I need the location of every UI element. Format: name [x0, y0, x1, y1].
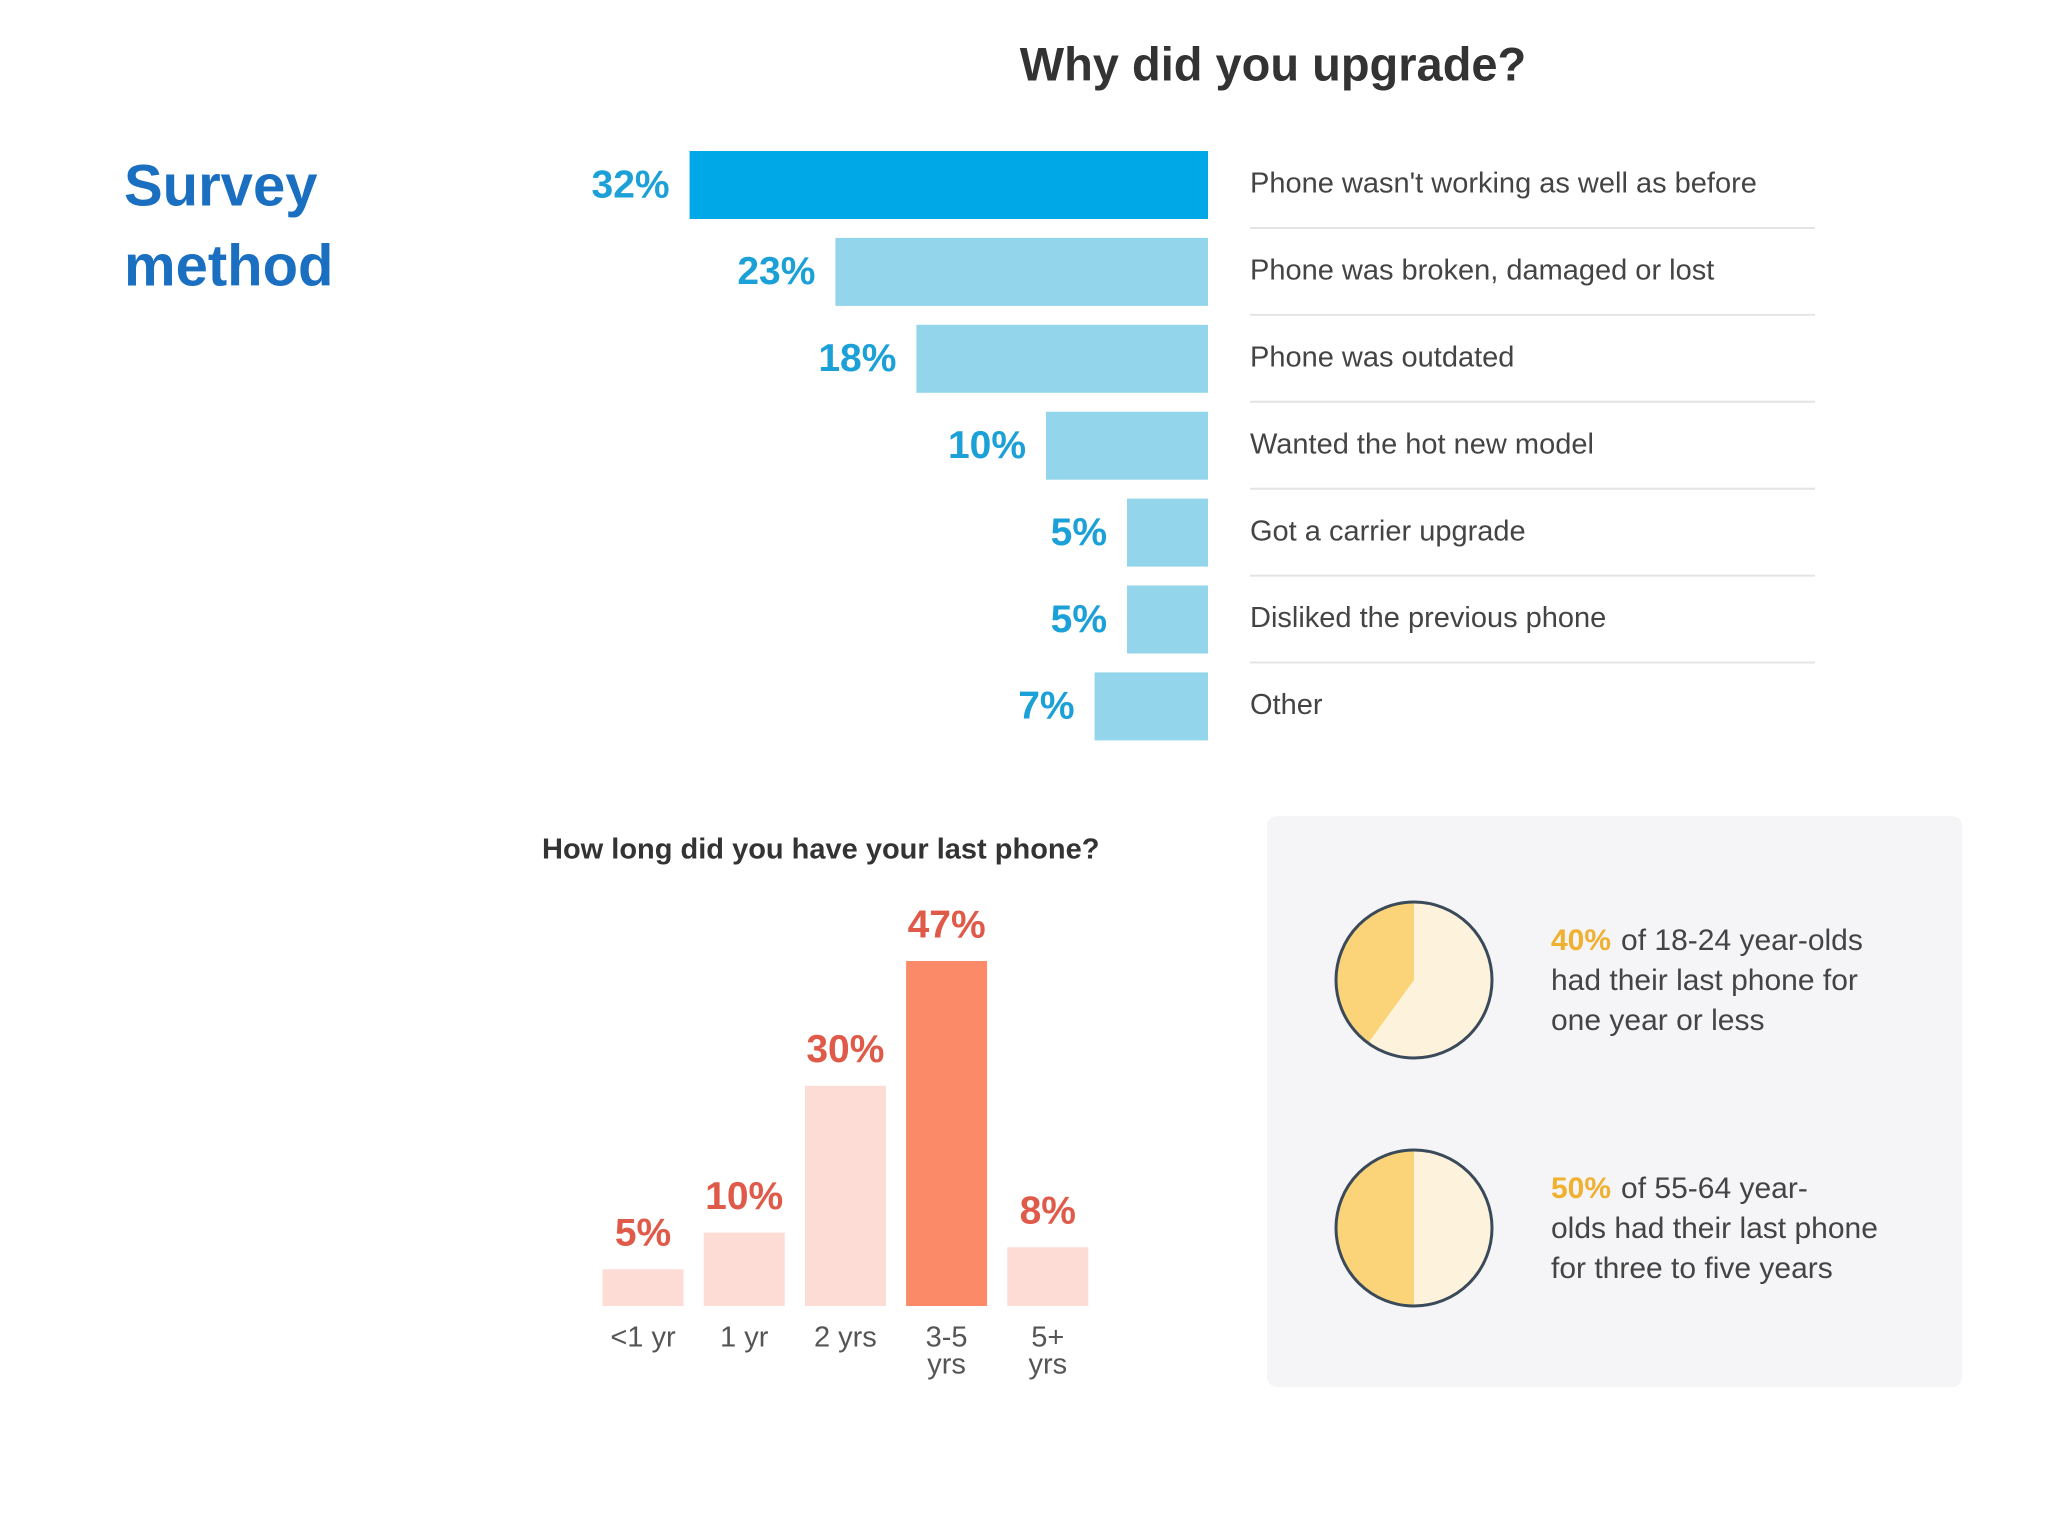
category-label: Phone was outdated	[1250, 341, 1514, 373]
pie-outline	[1334, 900, 1494, 1060]
category-label: Wanted the hot new model	[1250, 428, 1594, 460]
caption-line: one year or less	[1551, 1004, 1764, 1037]
value-label: 32%	[592, 163, 670, 206]
value-label: 23%	[737, 250, 815, 293]
caption-line: for three to five years	[1551, 1252, 1833, 1285]
x-tick-label: 3-5	[926, 1322, 968, 1354]
pie-caption: 40% of 18-24 year-olds	[1551, 924, 1863, 957]
category-label: Got a carrier upgrade	[1250, 515, 1526, 547]
x-tick-label: 1 yr	[720, 1322, 769, 1354]
slide-title: Survey	[124, 153, 317, 218]
x-tick-label: 2 yrs	[814, 1322, 877, 1354]
pie-slice	[1336, 1150, 1414, 1306]
bar	[1007, 1247, 1089, 1306]
value-label: 47%	[908, 903, 986, 946]
value-label: 10%	[948, 424, 1026, 467]
pie-value-label: 50%	[1551, 1172, 1611, 1205]
bar	[1127, 585, 1208, 654]
caption-line: had their last phone for	[1551, 964, 1858, 997]
value-label: 18%	[818, 337, 896, 380]
x-tick-label: yrs	[1028, 1349, 1067, 1381]
bar	[1046, 411, 1208, 480]
value-label: 5%	[1051, 598, 1107, 641]
pie-slice	[1336, 902, 1414, 1044]
bar	[916, 324, 1208, 393]
bar	[689, 151, 1208, 219]
value-label: 10%	[705, 1175, 783, 1218]
bar	[703, 1232, 785, 1306]
value-label: 5%	[1051, 511, 1107, 554]
x-tick-label: 5+	[1031, 1322, 1064, 1354]
category-label: Phone was broken, damaged or lost	[1250, 255, 1714, 287]
bar	[804, 1085, 886, 1306]
bar	[1094, 672, 1208, 741]
pie-caption: 50% of 55-64 year-	[1551, 1172, 1808, 1205]
value-label: 7%	[1018, 685, 1074, 728]
x-tick-label: <1 yr	[610, 1322, 676, 1354]
bar	[1127, 498, 1208, 567]
pie-outline	[1334, 1148, 1494, 1308]
stats-panel	[1267, 816, 1962, 1387]
chart-title: How long did you have your last phone?	[542, 834, 1099, 866]
chart-title: Why did you upgrade?	[1020, 37, 1527, 90]
bar	[835, 237, 1208, 306]
value-label: 30%	[806, 1028, 884, 1071]
x-tick-label: yrs	[927, 1349, 966, 1381]
value-label: 5%	[615, 1212, 671, 1255]
caption-line: of 18-24 year-olds	[1621, 924, 1863, 957]
pie-value-label: 40%	[1551, 924, 1611, 957]
category-label: Phone wasn't working as well as before	[1250, 168, 1757, 200]
category-label: Other	[1250, 689, 1323, 721]
category-label: Disliked the previous phone	[1250, 602, 1606, 634]
bar	[906, 961, 988, 1306]
value-label: 8%	[1020, 1190, 1076, 1233]
caption-line: olds had their last phone	[1551, 1212, 1878, 1245]
caption-line: of 55-64 year-	[1621, 1172, 1808, 1205]
bar	[602, 1269, 684, 1306]
slide-title: method	[124, 233, 333, 298]
